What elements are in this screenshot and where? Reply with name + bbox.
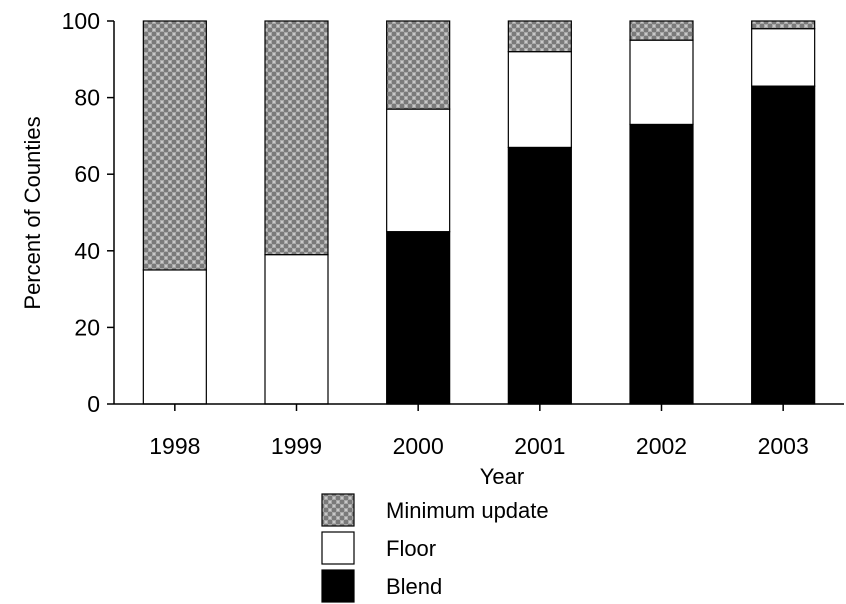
y-tick-label: 20	[74, 314, 100, 340]
bar-floor-2003	[751, 28, 816, 87]
x-tick-label: 2003	[758, 433, 809, 459]
bar-minimum-update-2001	[507, 20, 572, 53]
bar-blend-2003	[751, 85, 816, 405]
y-tick-label: 60	[74, 161, 100, 187]
bar-minimum-update-1998	[142, 20, 207, 271]
bar-floor-2001	[507, 51, 572, 148]
legend-label-minimum-update: Minimum update	[386, 498, 549, 523]
y-tick-label: 100	[62, 8, 100, 34]
axes-group: 0 20 40 60 80 100 1998 1999 2000 2001 2002 2003	[62, 8, 844, 459]
legend-swatch-blend	[321, 569, 355, 603]
bar-blend-2002	[629, 123, 694, 405]
bar-blend-2001	[507, 146, 572, 405]
x-tick-label: 2002	[636, 433, 687, 459]
x-tick-label: 2001	[514, 433, 565, 459]
legend-swatch-minimum-update	[321, 493, 355, 527]
x-tick-label: 1998	[149, 433, 200, 459]
bar-floor-2002	[629, 39, 694, 126]
legend-swatch-floor	[321, 531, 355, 565]
x-tick-label: 1999	[271, 433, 322, 459]
bar-floor-2000	[386, 108, 451, 233]
y-axis-title: Percent of Counties	[20, 116, 45, 309]
legend-label-floor: Floor	[386, 536, 436, 561]
bar-minimum-update-2003	[751, 20, 816, 30]
bar-minimum-update-2002	[629, 20, 694, 41]
bar-floor-1999	[264, 254, 329, 405]
x-tick-label: 2000	[393, 433, 444, 459]
bars-group	[142, 20, 816, 405]
y-tick-label: 0	[87, 391, 100, 417]
bar-minimum-update-1999	[264, 20, 329, 256]
bar-minimum-update-2000	[386, 20, 451, 110]
y-tick-label: 40	[74, 238, 100, 264]
x-axis-title: Year	[480, 464, 524, 489]
legend: Minimum update Floor Blend	[321, 493, 549, 603]
y-tick-label: 80	[74, 85, 100, 111]
bar-floor-1998	[142, 269, 207, 405]
legend-label-blend: Blend	[386, 574, 442, 599]
bar-blend-2000	[386, 231, 451, 405]
